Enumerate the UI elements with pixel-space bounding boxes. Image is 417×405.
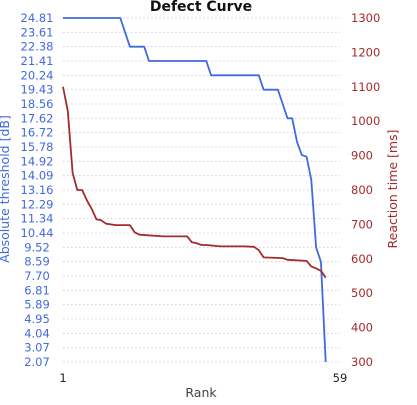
left-tick-label: 18.56 bbox=[21, 97, 54, 111]
x-tick-label: 1 bbox=[59, 371, 66, 385]
left-tick-label: 15.78 bbox=[21, 140, 54, 154]
right-tick-label: 400 bbox=[351, 321, 373, 335]
left-tick-label: 4.95 bbox=[24, 312, 50, 326]
left-tick-label: 3.07 bbox=[24, 341, 50, 355]
left-tick-label: 11.34 bbox=[21, 212, 54, 226]
left-axis-label: Absolute threshold [dB] bbox=[0, 115, 12, 263]
left-tick-label: 6.81 bbox=[24, 283, 50, 297]
chart-title: Defect Curve bbox=[150, 0, 252, 15]
x-tick-label: 59 bbox=[333, 371, 348, 385]
series-lines bbox=[62, 17, 327, 363]
left-tick-label: 10.44 bbox=[21, 226, 54, 240]
right-tick-label: 500 bbox=[351, 286, 373, 300]
left-axis-series-line bbox=[63, 17, 327, 363]
axes: 24.8123.6122.3821.4120.2419.4318.5617.62… bbox=[21, 11, 381, 385]
right-tick-label: 1100 bbox=[351, 80, 380, 94]
right-tick-label: 1300 bbox=[351, 11, 380, 25]
right-axis-series-line bbox=[62, 86, 327, 279]
right-tick-label: 300 bbox=[351, 355, 373, 369]
left-tick-label: 19.43 bbox=[21, 83, 54, 97]
left-tick-label: 12.29 bbox=[21, 197, 54, 211]
right-tick-label: 1200 bbox=[351, 45, 380, 59]
left-tick-label: 8.59 bbox=[24, 255, 50, 269]
left-tick-label: 14.09 bbox=[21, 169, 54, 183]
left-tick-label: 5.89 bbox=[24, 298, 50, 312]
right-tick-label: 700 bbox=[351, 217, 373, 231]
left-tick-label: 4.04 bbox=[24, 326, 50, 340]
right-tick-label: 600 bbox=[351, 252, 373, 266]
grid-lines bbox=[63, 17, 340, 363]
x-axis-label: Rank bbox=[185, 385, 217, 400]
left-tick-label: 23.61 bbox=[21, 25, 54, 39]
left-tick-label: 21.41 bbox=[21, 54, 54, 68]
left-tick-label: 24.81 bbox=[21, 11, 54, 25]
right-tick-label: 900 bbox=[351, 149, 373, 163]
left-tick-label: 17.62 bbox=[21, 111, 54, 125]
right-tick-label: 1000 bbox=[351, 114, 380, 128]
left-tick-label: 7.70 bbox=[24, 269, 50, 283]
left-tick-label: 9.52 bbox=[24, 240, 50, 254]
left-tick-label: 14.92 bbox=[21, 154, 54, 168]
left-tick-label: 16.72 bbox=[21, 126, 54, 140]
left-tick-label: 13.16 bbox=[21, 183, 54, 197]
right-axis-label: Reaction time [ms] bbox=[385, 130, 400, 249]
right-tick-label: 800 bbox=[351, 183, 373, 197]
left-tick-label: 20.24 bbox=[21, 68, 54, 82]
left-tick-label: 22.38 bbox=[21, 40, 54, 54]
left-tick-label: 2.07 bbox=[24, 355, 50, 369]
